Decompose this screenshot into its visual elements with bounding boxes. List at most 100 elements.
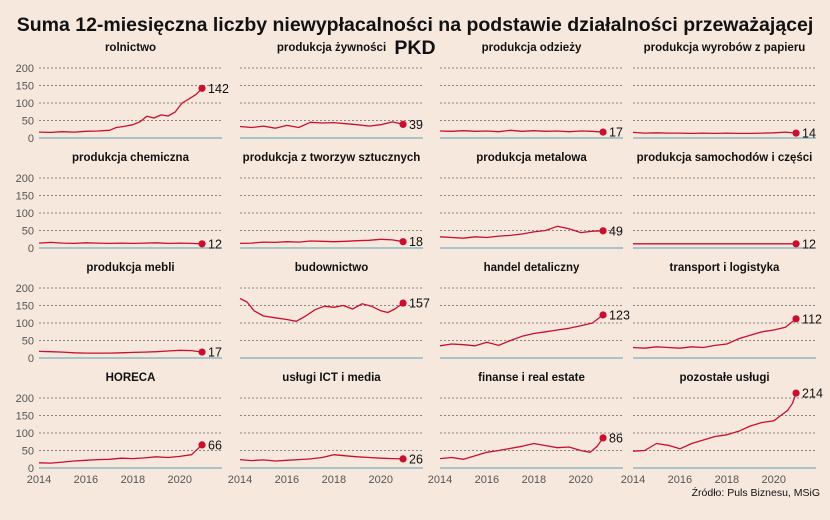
end-value-label: 17 <box>609 126 623 140</box>
series-line <box>439 129 604 133</box>
x-tick-label: 2016 <box>275 474 299 486</box>
panel: produkcja samochodów i części 12 <box>633 152 816 251</box>
end-point <box>599 434 607 442</box>
y-tick-label: 150 <box>16 191 34 203</box>
y-tick-label: 150 <box>16 411 34 423</box>
y-tick-label: 100 <box>16 318 34 330</box>
x-tick-label: 2016 <box>475 474 499 486</box>
end-value-label: 39 <box>409 118 423 132</box>
panel-title: produkcja mebli <box>86 262 174 274</box>
y-tick-label: 200 <box>16 283 34 295</box>
x-tick-label: 2014 <box>228 474 252 486</box>
y-tick-label: 0 <box>28 463 34 475</box>
x-tick-label: 2020 <box>369 474 393 486</box>
end-point <box>399 120 407 128</box>
end-point <box>599 227 607 235</box>
x-tick-label: 2014 <box>428 474 452 486</box>
end-value-label: 142 <box>208 82 229 96</box>
panel-title: transport i logistyka <box>670 262 781 274</box>
series-line <box>38 241 203 245</box>
end-point <box>599 311 607 319</box>
x-tick-label: 2014 <box>27 474 51 486</box>
panel: produkcja wyrobów z papieru 14 <box>632 42 816 141</box>
end-value-label: 12 <box>208 237 222 251</box>
y-tick-label: 0 <box>28 133 34 145</box>
y-tick-label: 0 <box>28 353 34 365</box>
panel: produkcja odzieży 17 <box>439 42 623 140</box>
panel: produkcja żywności 39 <box>239 42 423 139</box>
series-line <box>38 87 203 134</box>
x-tick-label: 2020 <box>762 474 786 486</box>
end-point <box>198 240 206 248</box>
end-point <box>792 315 800 323</box>
end-value-label: 66 <box>208 438 222 452</box>
end-value-label: 26 <box>409 452 423 466</box>
y-tick-label: 200 <box>16 173 34 185</box>
series-line <box>239 297 404 322</box>
series-line <box>439 225 604 239</box>
y-tick-label: 200 <box>16 393 34 405</box>
chart-title: Suma 12-miesięczna liczby niewypłacalnoś… <box>16 14 814 59</box>
panel-title: produkcja odzieży <box>482 42 582 54</box>
end-value-label: 14 <box>802 127 816 141</box>
panel: produkcja mebli 0 50 100 150 200 17 <box>16 262 222 365</box>
end-value-label: 112 <box>802 312 822 326</box>
end-value-label: 18 <box>409 235 423 249</box>
end-point <box>198 441 206 449</box>
end-value-label: 86 <box>609 431 623 445</box>
end-point <box>792 240 800 248</box>
series-line <box>632 131 797 135</box>
panel-title: HORECA <box>106 372 156 384</box>
y-tick-label: 50 <box>22 226 34 238</box>
panel: produkcja chemiczna 0 50 100 150 200 12 <box>16 152 222 255</box>
panel: HORECA 0 50 100 150 200 2014 2016 2018 2020 66 <box>16 372 222 486</box>
panel: produkcja z tworzyw sztucznych 18 <box>239 152 423 249</box>
panel: produkcja metalowa 49 <box>439 152 623 249</box>
y-tick-label: 100 <box>16 208 34 220</box>
panel-title: handel detaliczny <box>484 262 580 274</box>
source-note: Źródło: Puls Biznesu, MSiG <box>691 487 820 499</box>
panel-title: produkcja z tworzyw sztucznych <box>243 152 421 164</box>
x-tick-label: 2016 <box>74 474 98 486</box>
panel: usługi ICT i media 2014 2016 2018 2020 26 <box>228 372 423 486</box>
y-tick-label: 150 <box>16 81 34 93</box>
y-tick-label: 100 <box>16 98 34 110</box>
x-tick-label: 2018 <box>715 474 739 486</box>
end-point <box>399 299 407 307</box>
x-tick-label: 2020 <box>569 474 593 486</box>
series-line <box>239 238 404 245</box>
x-tick-label: 2014 <box>621 474 645 486</box>
y-tick-label: 50 <box>22 446 34 458</box>
end-point <box>792 129 800 137</box>
panel: transport i logistyka 112 <box>632 262 822 359</box>
y-tick-label: 50 <box>22 336 34 348</box>
end-point <box>198 348 206 356</box>
x-tick-label: 2020 <box>168 474 192 486</box>
x-tick-label: 2018 <box>121 474 145 486</box>
end-point <box>198 84 206 92</box>
y-tick-label: 50 <box>22 116 34 128</box>
series-line <box>38 349 203 354</box>
panel-title: produkcja samochodów i części <box>637 152 813 164</box>
y-tick-label: 200 <box>16 63 34 75</box>
series-line <box>439 437 604 460</box>
panel-title: rolnictwo <box>105 42 156 54</box>
end-point <box>792 389 800 397</box>
panel-title: finanse i real estate <box>478 372 585 384</box>
x-tick-label: 2016 <box>668 474 692 486</box>
panel: handel detaliczny 123 <box>439 262 630 359</box>
end-point <box>399 455 407 463</box>
panel: rolnictwo 0 50 100 150 200 142 <box>16 42 229 145</box>
panel-title: produkcja chemiczna <box>72 152 190 164</box>
end-point <box>599 128 607 136</box>
panel-title: usługi ICT i media <box>282 372 381 384</box>
panel-title: produkcja metalowa <box>476 152 587 164</box>
end-value-label: 49 <box>609 224 623 238</box>
series-line <box>38 444 203 464</box>
panel-title: budownictwo <box>295 262 368 274</box>
y-tick-label: 150 <box>16 301 34 313</box>
end-point <box>399 238 407 246</box>
y-tick-label: 100 <box>16 428 34 440</box>
panel: budownictwo 157 <box>239 262 430 359</box>
